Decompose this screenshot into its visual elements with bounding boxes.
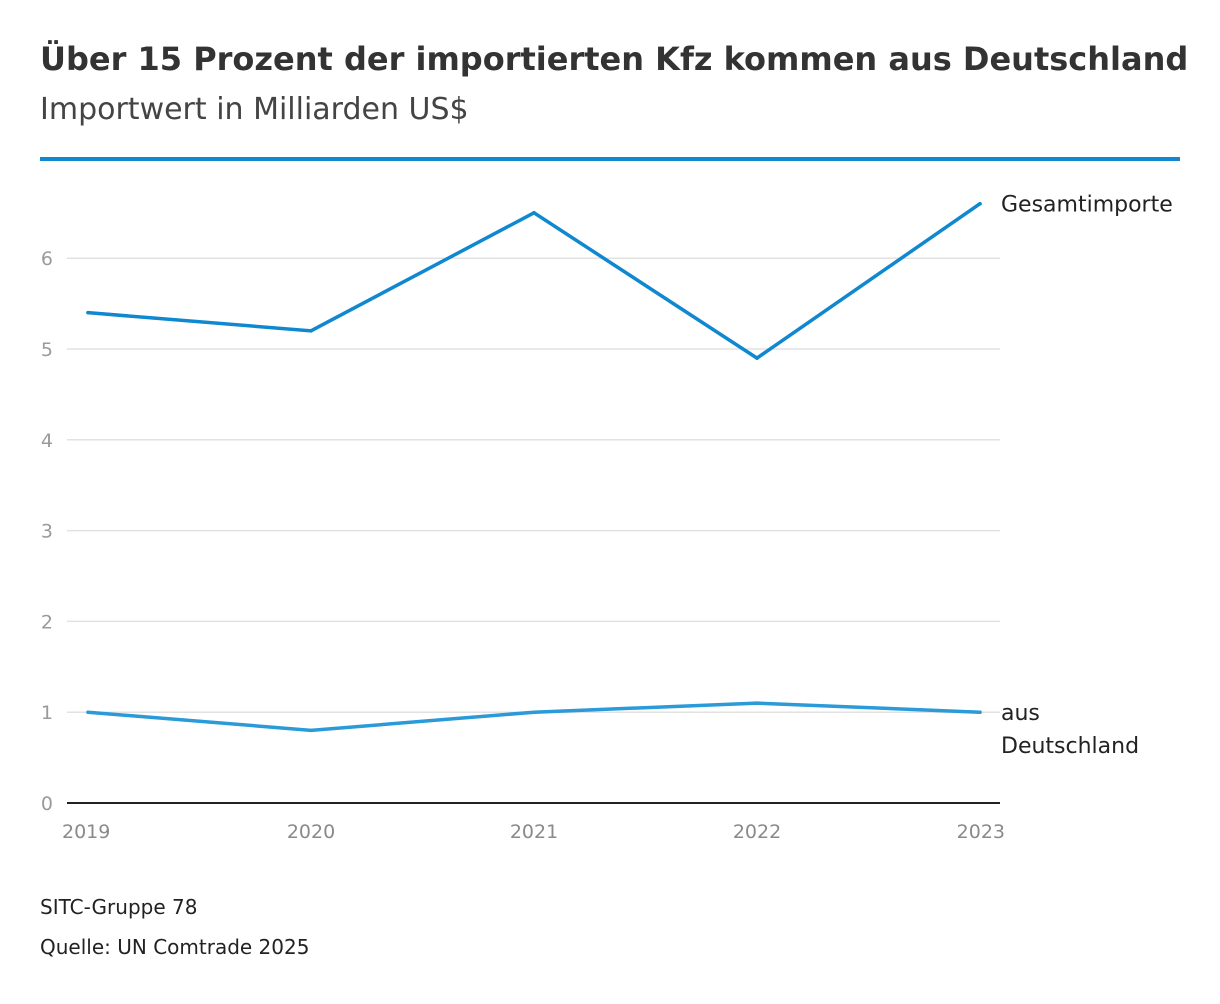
x-tick-label-2020: 2020	[287, 821, 335, 843]
data-point-1-2022	[755, 701, 759, 705]
series-line-0	[86, 201, 982, 361]
chart-subtitle: Importwert in Milliarden US$	[40, 92, 469, 127]
x-axis-ticks: 2019 2020 2021 2022 2023	[62, 821, 1005, 843]
data-point-0-2021	[532, 211, 536, 215]
y-tick-label-3: 3	[41, 521, 53, 543]
chart-title: Über 15 Prozent der importierten Kfz kom…	[40, 40, 1189, 78]
x-tick-label-2022: 2022	[733, 821, 781, 843]
title-divider	[40, 157, 1180, 161]
data-point-0-2019	[86, 310, 90, 315]
y-tick-label-5: 5	[41, 339, 53, 361]
data-point-1-2020	[309, 728, 313, 733]
data-point-1-2021	[532, 710, 536, 714]
footnote-sitc: SITC-Gruppe 78	[40, 895, 198, 919]
x-tick-label-2019: 2019	[62, 821, 110, 843]
series-label-line: Gesamtimporte	[1001, 193, 1173, 218]
data-point-0-2022	[755, 356, 759, 360]
source-note: Quelle: UN Comtrade 2025	[40, 935, 310, 959]
y-axis-ticks: 0 1 2 3 4 5 6	[41, 248, 53, 815]
y-tick-label-4: 4	[41, 430, 53, 452]
y-tick-label-6: 6	[41, 248, 53, 270]
series-label-0: Gesamtimporte	[1001, 193, 1173, 218]
x-tick-label-2021: 2021	[510, 821, 558, 843]
x-tick-label-2023: 2023	[957, 821, 1005, 843]
y-tick-label-0: 0	[41, 793, 53, 815]
y-tick-label-2: 2	[41, 611, 53, 633]
series-group	[86, 201, 982, 733]
series-labels: Gesamtimporte aus Deutschland	[1001, 193, 1173, 759]
data-point-0-2023	[978, 201, 982, 206]
data-point-1-2023	[978, 710, 982, 714]
series-line-1	[86, 701, 982, 733]
data-point-1-2019	[86, 710, 90, 714]
y-tick-label-1: 1	[41, 702, 53, 724]
data-point-0-2020	[309, 329, 313, 333]
grid-lines	[67, 257, 1000, 713]
series-label-1: aus Deutschland	[1001, 701, 1139, 759]
series-label-line: Deutschland	[1001, 734, 1139, 759]
series-label-line: aus	[1001, 701, 1040, 726]
